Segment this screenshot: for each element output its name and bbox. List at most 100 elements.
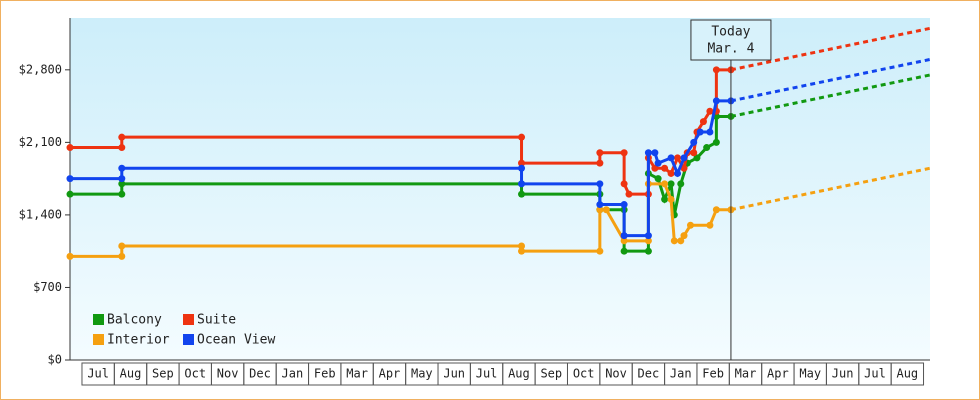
x-tick-label: Oct [184,367,206,381]
x-tick-label: Aug [896,367,918,381]
point [620,232,628,240]
x-tick-label: Mar [735,367,757,381]
x-tick-cell [890,362,925,386]
point [661,164,669,172]
x-tick-label: Nov [217,367,239,381]
point [644,237,652,245]
point [602,206,610,214]
point [596,201,604,209]
point [670,237,678,245]
x-tick-label: Nov [605,367,627,381]
point [712,97,720,105]
forecast-line [730,166,931,212]
point [518,133,526,141]
point [118,144,126,152]
point [696,128,704,136]
point [620,149,628,157]
point [712,66,720,74]
point [518,159,526,167]
point [677,180,685,188]
x-tick-label: Apr [767,367,789,381]
point [706,107,714,115]
point [651,164,659,172]
point [518,190,526,198]
x-tick-label: May [799,367,821,381]
point [644,247,652,255]
point [690,149,698,157]
point [667,195,675,203]
x-tick-label: Jul [87,367,109,381]
point [118,252,126,260]
point [596,159,604,167]
legend-label: Interior [107,333,170,348]
point [693,154,701,162]
today-box [690,19,772,61]
forecast-line [730,26,931,72]
point [677,237,685,245]
point [686,221,694,229]
point [654,175,662,183]
forecast-line [730,73,931,118]
point [620,180,628,188]
x-tick-label: Jul [864,367,886,381]
x-tick-label: Aug [508,367,530,381]
x-tick-label: Oct [573,367,595,381]
point [596,206,604,214]
point [706,221,714,229]
point [518,242,526,250]
y-tick-label: $1,400 [19,207,62,221]
legend-swatch [93,314,104,325]
point [651,149,659,157]
forecast-line [730,57,931,103]
point [118,175,126,183]
point [674,154,682,162]
point [66,144,74,152]
point [620,237,628,245]
x-tick-label: Jan [670,367,692,381]
point [66,252,74,260]
legend-swatch [183,314,194,325]
point [667,169,675,177]
point [654,159,662,167]
legend-label: Ocean View [197,333,275,348]
point [620,247,628,255]
y-tick-label: $2,100 [19,135,62,149]
point [680,164,688,172]
point [118,180,126,188]
point [661,195,669,203]
y-tick-label: $700 [33,280,62,294]
point [596,149,604,157]
plot-area [70,18,930,360]
point [518,180,526,188]
series-line [70,114,731,253]
point [596,247,604,255]
legend-swatch [183,334,194,345]
x-tick-label: Jun [832,367,854,381]
point [118,242,126,250]
plot-layer: $0 $700 $1,400 $2,100 $2,800 Jul Aug Sep Oct Nov D… [19,26,931,386]
point [518,247,526,255]
x-tick-label: Jul [476,367,498,381]
point [712,206,720,214]
x-tick-label: Feb [702,367,724,381]
x-tick-label: Sep [152,367,174,381]
point [712,138,720,146]
point [680,154,688,162]
point [66,190,74,198]
x-tick-label: Aug [120,367,142,381]
legend-label: Balcony [107,313,162,328]
point [674,169,682,177]
today-label: Mar. 4 [707,42,754,57]
x-tick-label: Dec [638,367,660,381]
x-tick-label: Mar [346,367,368,381]
x-tick-label: Sep [540,367,562,381]
point [699,118,707,126]
x-tick-label: Dec [249,367,271,381]
x-tick-label: May [411,367,433,381]
point [620,201,628,209]
y-tick-label: $0 [48,353,62,367]
x-tick-label: Apr [379,367,401,381]
point [118,133,126,141]
today-label: Today [711,25,750,40]
